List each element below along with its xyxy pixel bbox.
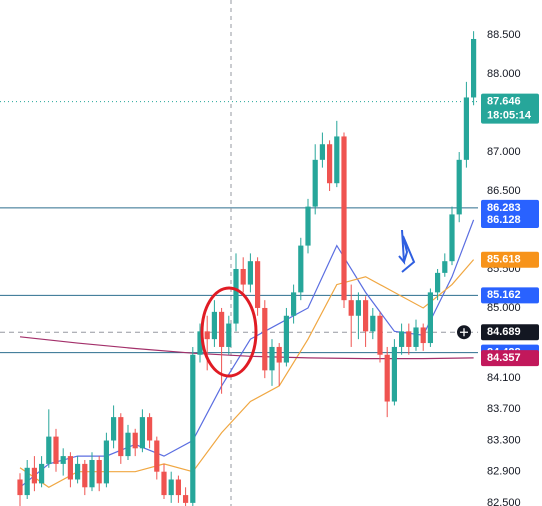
candle-body: [283, 315, 289, 363]
candle-body: [377, 315, 383, 355]
candle-body: [24, 467, 30, 496]
candle-body: [406, 331, 412, 347]
candle-body: [427, 292, 433, 344]
candle-body: [298, 245, 304, 293]
candle-body: [139, 417, 145, 449]
candle-body: [240, 268, 246, 285]
candle-body: [276, 346, 282, 363]
candle-body: [219, 311, 225, 347]
y-tick-label: 87.000: [487, 146, 521, 158]
price-tag-label: 86.283: [487, 202, 521, 214]
y-tick-label: 88.000: [487, 68, 521, 80]
y-tick-label: 83.300: [487, 434, 521, 446]
candle-body: [96, 460, 102, 484]
price-tag: [481, 324, 539, 341]
candle-body: [456, 159, 462, 215]
candle-body: [327, 144, 333, 184]
candle-body: [75, 463, 81, 480]
price-tag-label: 85.618: [487, 254, 521, 266]
candle-body: [269, 346, 275, 371]
price-tag: [481, 251, 539, 268]
price-tag: [481, 93, 539, 124]
y-tick-label: 83.700: [487, 403, 521, 415]
candle-body: [82, 463, 88, 488]
candle-body: [89, 460, 95, 488]
candle-body: [370, 315, 376, 332]
drawing-ellipse: [200, 286, 258, 378]
price-tag-countdown: 18:05:14: [487, 110, 532, 122]
candle-body: [132, 432, 138, 449]
candle-body: [363, 300, 369, 332]
candle-body: [348, 300, 354, 316]
price-tag-label: 84.357: [487, 352, 521, 364]
y-tick-label: 84.100: [487, 372, 521, 384]
candle-body: [53, 436, 59, 464]
price-tag-label: 84.689: [487, 326, 521, 338]
candle-body: [312, 159, 318, 207]
candle-body: [103, 440, 109, 484]
candle-body: [204, 331, 210, 340]
price-tag: [481, 199, 539, 216]
candles: [17, 31, 477, 506]
candle-body: [305, 206, 311, 246]
candle-body: [471, 38, 477, 98]
candle-body: [355, 300, 361, 316]
price-tag: [481, 350, 539, 367]
candle-body: [391, 346, 397, 402]
y-tick-label: 88.500: [487, 29, 521, 41]
candle-body: [39, 463, 45, 484]
candle-body: [449, 214, 455, 262]
candle-body: [31, 467, 37, 484]
y-tick-label: 85.000: [487, 302, 521, 314]
moving-average: [19, 259, 475, 488]
candle-body: [334, 136, 340, 184]
candle-body: [262, 307, 268, 371]
candle-body: [125, 432, 131, 457]
price-tag: [481, 287, 539, 304]
candle-body: [197, 331, 203, 355]
candle-body: [147, 417, 153, 441]
candle-body: [435, 272, 441, 293]
candle-body: [463, 97, 469, 160]
candle-body: [60, 456, 66, 464]
candle-body: [118, 417, 124, 457]
y-tick-label: 82.900: [487, 466, 521, 478]
candle-body: [413, 327, 419, 347]
price-tag-label: 86.128: [487, 214, 521, 226]
candle-body: [161, 471, 167, 496]
moving-average: [19, 336, 474, 360]
candle-body: [226, 323, 232, 347]
add-alert-icon: [460, 328, 468, 337]
price-tag-label: 85.162: [487, 289, 521, 301]
candle-body: [111, 417, 117, 441]
candle-body: [168, 479, 174, 496]
candle-body: [255, 261, 261, 308]
candle-body: [46, 436, 52, 464]
candle-body: [175, 479, 181, 496]
candle-body: [67, 456, 73, 480]
y-tick-label: 82.500: [487, 497, 521, 506]
price-tag-label: 87.646: [487, 96, 521, 108]
candle-body: [319, 144, 325, 160]
drawing-arrow: [398, 229, 416, 273]
candle-body: [420, 327, 426, 344]
candle-body: [190, 354, 196, 503]
candle-body: [341, 136, 347, 301]
candle-body: [233, 268, 239, 324]
candle-body: [399, 331, 405, 347]
levels: [0, 101, 478, 354]
candle-body: [247, 261, 253, 285]
candle-body: [154, 440, 160, 472]
candle-body: [384, 354, 390, 402]
candle-body: [17, 479, 23, 496]
candle-body: [211, 311, 217, 340]
candle-body: [442, 261, 448, 273]
price-tag: [481, 212, 539, 229]
y-tick-label: 86.500: [487, 185, 521, 197]
candle-body: [291, 292, 297, 316]
candle-body: [183, 495, 189, 503]
